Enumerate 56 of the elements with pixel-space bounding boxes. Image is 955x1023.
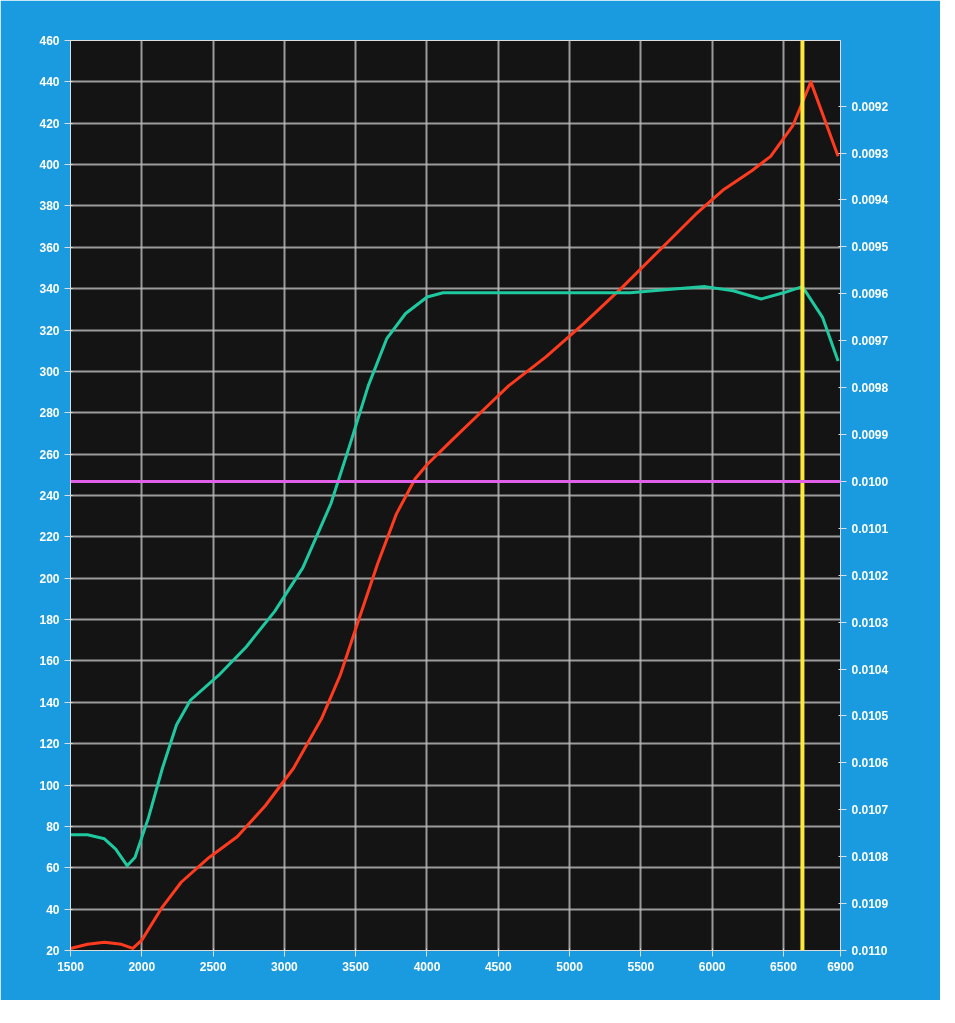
y-tick-label: 140 [39, 695, 60, 710]
line-series [70, 285, 840, 868]
y-tick-label: 120 [39, 737, 60, 752]
x-tick-label: 1500 [57, 959, 85, 974]
y2-tick-label: 0.0095 [851, 240, 889, 255]
y2-tick-label: 0.0092 [851, 99, 889, 114]
y-tick-label: 420 [39, 116, 60, 131]
x-tick-label: 4500 [484, 959, 512, 974]
x-tick-label: 3500 [342, 959, 370, 974]
x-tick-label: 4000 [413, 959, 441, 974]
y2-tick-label: 0.0097 [851, 334, 889, 349]
y-tick-label: 220 [39, 530, 60, 545]
y-tick-label: 300 [39, 364, 60, 379]
x-tick-label: 6000 [698, 959, 726, 974]
y-tick-label: 60 [46, 861, 60, 876]
x-tick-label: 2500 [199, 959, 227, 974]
y-tick-label: 180 [39, 613, 60, 628]
y2-tick-label: 0.0101 [851, 521, 889, 536]
y2-tick-label: 0.0106 [851, 756, 889, 771]
x-tick-label: 2000 [128, 959, 156, 974]
y-tick-label: 360 [39, 240, 60, 255]
line-series [70, 80, 840, 950]
y-tick-label: 340 [39, 282, 60, 297]
y2-tick-label: 0.0099 [851, 428, 889, 443]
y2-tick-label: 0.0098 [851, 381, 889, 396]
y-tick-label: 100 [39, 778, 60, 793]
y-tick-label: 400 [39, 158, 60, 173]
y-tick-label: 320 [39, 323, 60, 338]
y-tick-label: 460 [39, 34, 60, 48]
x-tick-label: 5000 [556, 959, 584, 974]
y2-tick-label: 0.0093 [851, 146, 889, 161]
x-tick-label: 3000 [271, 959, 299, 974]
y-tick-label: 200 [39, 571, 60, 586]
y2-tick-label: 0.0102 [851, 568, 889, 583]
y2-tick-label: 0.0107 [851, 803, 889, 818]
y2-tick-label: 0.0105 [851, 709, 889, 724]
y-tick-label: 80 [46, 819, 60, 834]
y-tick-label: 20 [46, 944, 60, 958]
y2-tick-label: 0.0109 [851, 897, 889, 912]
y2-tick-label: 0.0103 [851, 615, 889, 630]
x-tick-label: 6900 [827, 959, 855, 974]
y-tick-label: 240 [39, 489, 60, 503]
x-tick-label: 5500 [627, 959, 655, 974]
y-tick-label: 40 [46, 902, 60, 917]
y2-tick-label: 0.0110 [851, 944, 888, 958]
y2-tick-label: 0.0100 [851, 474, 889, 489]
y-tick-label: 260 [39, 447, 60, 462]
y2-tick-label: 0.0096 [851, 287, 889, 302]
y-tick-label: 160 [39, 654, 60, 669]
y2-tick-label: 0.0094 [851, 193, 889, 208]
y-tick-label: 440 [39, 75, 60, 90]
y2-tick-label: 0.0108 [851, 850, 889, 865]
y2-tick-label: 0.0104 [851, 662, 889, 677]
y-tick-label: 380 [39, 199, 60, 214]
y-tick-label: 280 [39, 406, 60, 421]
x-tick-label: 6500 [770, 959, 798, 974]
